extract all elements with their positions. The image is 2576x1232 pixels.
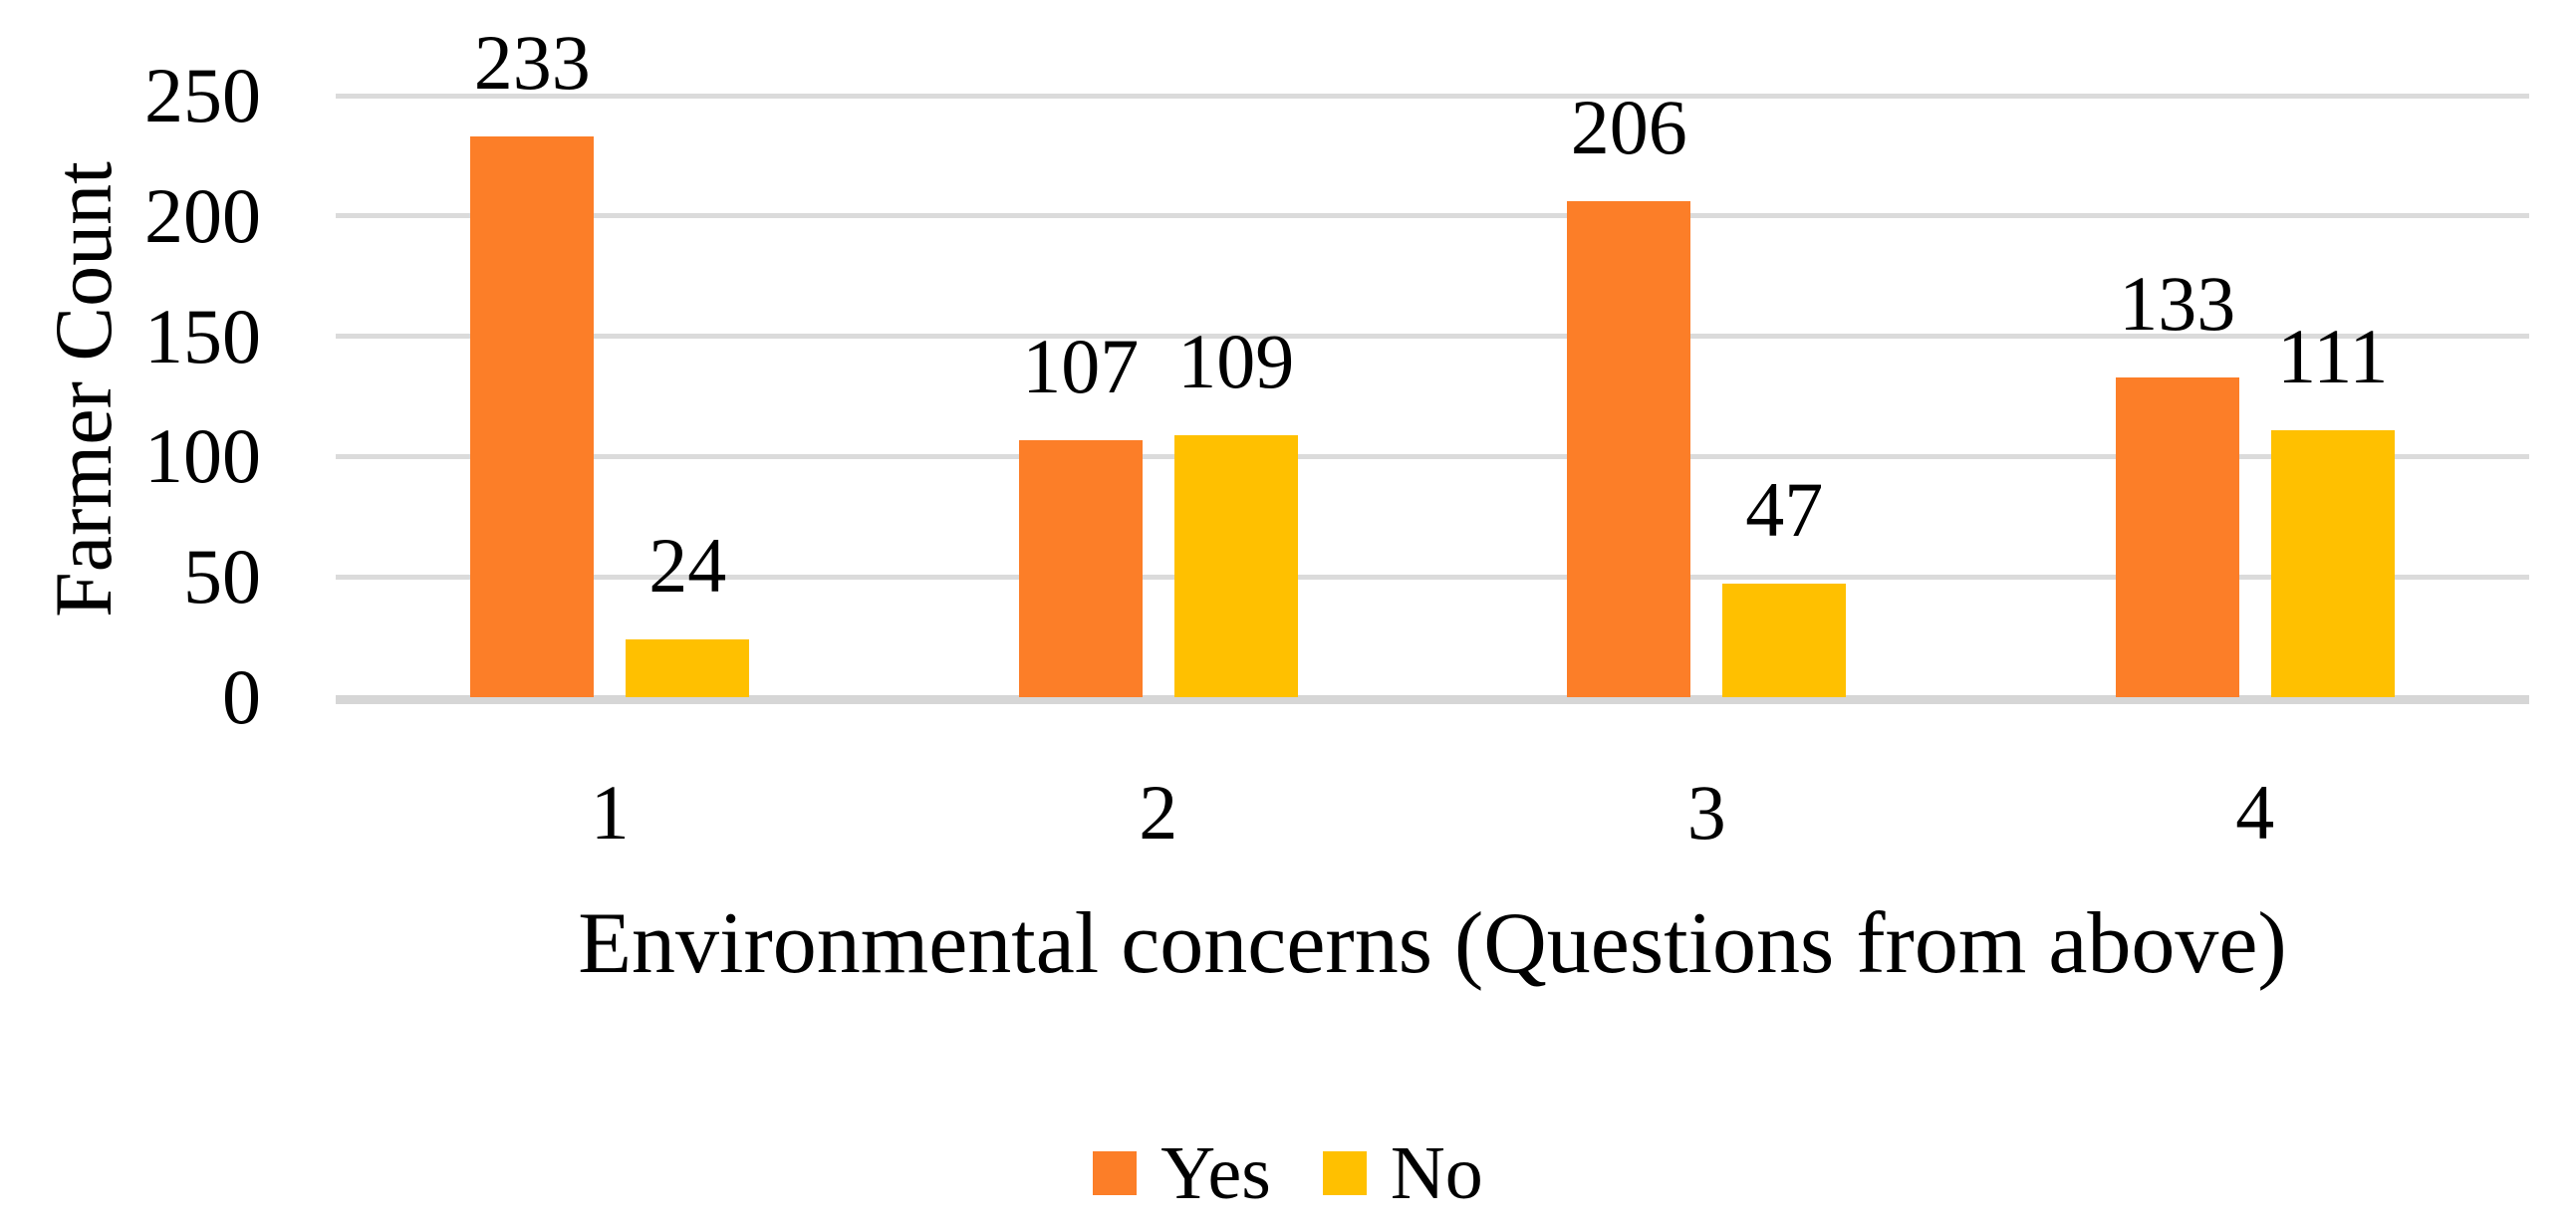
- gridline-100: [336, 453, 2529, 459]
- legend-swatch-yes-icon: [1093, 1151, 1138, 1195]
- legend-label-no: No: [1390, 1131, 1483, 1215]
- bar-yes-q1: [470, 136, 595, 697]
- bar-no-q2: [1173, 434, 1298, 697]
- bar-no-q4: [2270, 429, 2395, 697]
- y-tick-label-0: 0: [222, 653, 261, 740]
- bar-no-q1: [626, 639, 750, 697]
- gridline-250: [336, 93, 2529, 99]
- x-axis-line: [336, 695, 2529, 704]
- bar-yes-q4: [2115, 376, 2239, 697]
- bar-value-label-no-q2: 109: [1177, 317, 1295, 404]
- y-tick-label-100: 100: [144, 412, 261, 500]
- bar-value-label-yes-q3: 206: [1570, 84, 1687, 171]
- gridline-150: [336, 334, 2529, 340]
- plot-area: 233 24 107 109 206 47 133 111: [336, 24, 2529, 704]
- bar-value-label-no-q1: 24: [648, 522, 727, 610]
- bar-yes-q2: [1018, 439, 1143, 697]
- y-tick-label-50: 50: [183, 533, 261, 620]
- legend-swatch-no-icon: [1322, 1151, 1367, 1195]
- x-tick-label-2: 2: [1139, 769, 1178, 856]
- gridline-50: [336, 574, 2529, 580]
- bar-no-q3: [1722, 584, 1847, 697]
- legend: Yes No: [0, 1133, 2576, 1213]
- y-tick-label-150: 150: [144, 292, 261, 379]
- bar-value-label-no-q3: 47: [1745, 466, 1824, 554]
- legend-label-yes: Yes: [1160, 1131, 1271, 1215]
- bar-value-label-yes-q1: 233: [473, 19, 591, 107]
- x-tick-label-1: 1: [590, 769, 630, 856]
- y-tick-label-250: 250: [144, 52, 261, 138]
- legend-item-yes: Yes: [1093, 1133, 1271, 1213]
- y-tick-label-200: 200: [144, 171, 261, 259]
- legend-item-no: No: [1322, 1131, 1483, 1215]
- x-axis-title: Environmental concerns (Questions from a…: [578, 895, 2287, 992]
- gridline-200: [336, 213, 2529, 219]
- bar-yes-q3: [1567, 201, 1691, 697]
- x-tick-label-4: 4: [2235, 769, 2275, 856]
- x-tick-label-3: 3: [1686, 769, 1726, 856]
- bar-value-label-no-q4: 111: [2277, 312, 2389, 399]
- bar-value-label-yes-q4: 133: [2119, 259, 2236, 347]
- bar-value-label-yes-q2: 107: [1022, 322, 1140, 409]
